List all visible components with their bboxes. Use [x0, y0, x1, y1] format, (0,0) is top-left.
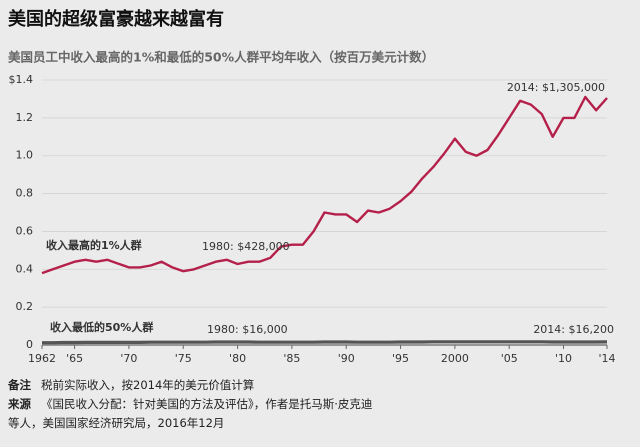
x-tick-label: '65	[66, 352, 83, 365]
chart-subtitle: 美国员工中收入最高的1%和最低的50%人群平均年收入（按百万美元计数）	[8, 50, 434, 65]
chart: 美国的超级富豪越来越富有 美国员工中收入最高的1%和最低的50%人群平均年收入（…	[8, 8, 616, 365]
y-tick-label: 1.0	[16, 149, 34, 162]
y-tick-label: 0	[26, 338, 33, 351]
source-label: 来源	[8, 397, 31, 411]
y-tick-label: 0.8	[16, 187, 34, 200]
y-tick-label: 0.2	[16, 300, 34, 313]
note: 备注 税前实际收入，按2014年的美元价值计算	[8, 376, 380, 395]
series-label: 收入最低的50%人群	[50, 320, 153, 334]
annotation: 2014: $16,200	[533, 323, 614, 336]
y-tick-label: 0.6	[16, 224, 34, 237]
x-tick-label: '85	[283, 352, 300, 365]
y-tick-label: 1.2	[16, 111, 34, 124]
x-tick-label: '05	[501, 352, 518, 365]
series-line	[41, 95, 608, 275]
y-tick-label: $1.4	[9, 73, 34, 86]
source: 来源 《国民收入分配：针对美国的方法及评估》，作者是托马斯·皮克迪等人，美国国家经…	[8, 395, 380, 433]
source-text: 《国民收入分配：针对美国的方法及评估》，作者是托马斯·皮克迪等人，美国国家经济研…	[8, 397, 373, 430]
annotation: 1980: $16,000	[207, 323, 288, 336]
x-tick-label: 1962	[28, 352, 56, 365]
x-tick-label: '90	[338, 352, 355, 365]
x-tick-label: '70	[120, 352, 137, 365]
note-label: 备注	[8, 378, 31, 392]
x-tick-label: '80	[229, 352, 246, 365]
series-line	[42, 340, 608, 345]
notes: 备注 税前实际收入，按2014年的美元价值计算 来源 《国民收入分配：针对美国的方法…	[8, 376, 380, 433]
x-tick-label: 2000	[441, 352, 469, 365]
x-tick-label: '14	[598, 352, 615, 365]
annotation: 2014: $1,305,000	[507, 81, 605, 94]
x-tick-label: '95	[392, 352, 409, 365]
note-text: 税前实际收入，按2014年的美元价值计算	[41, 378, 255, 392]
annotation: 1980: $428,000	[202, 240, 290, 253]
x-tick-label: '10	[555, 352, 572, 365]
chart-title: 美国的超级富豪越来越富有	[8, 8, 224, 30]
series-label: 收入最高的1%人群	[46, 238, 142, 252]
x-tick-label: '75	[175, 352, 192, 365]
y-tick-label: 0.4	[16, 262, 34, 275]
